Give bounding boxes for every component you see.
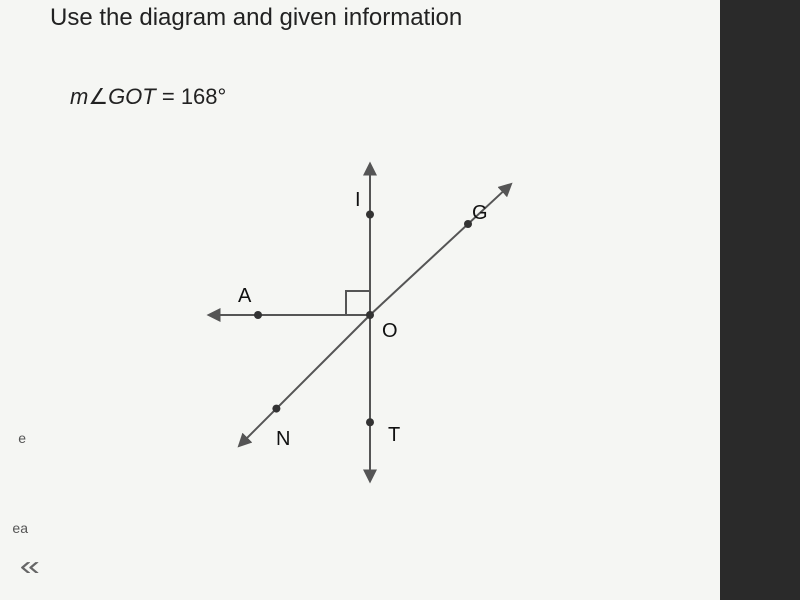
given-equation: m∠GOT = 168° [70, 84, 226, 110]
screen-root: e ea Use the diagram and given informati… [0, 0, 800, 600]
sidebar-cutoff: e ea [0, 0, 30, 600]
angle-name: GOT [108, 84, 156, 109]
point-label-T: T [388, 424, 400, 447]
point-label-I: I [355, 189, 361, 212]
question-prompt: Use the diagram and given information [50, 4, 462, 32]
geometry-diagram: O I G T N A [160, 140, 560, 500]
content-area: e ea Use the diagram and given informati… [0, 0, 720, 600]
given-equals: = [156, 84, 181, 109]
point-label-N: N [276, 428, 290, 451]
point-label-A: A [238, 285, 251, 308]
given-value: 168° [181, 84, 227, 109]
angle-symbol: ∠ [88, 84, 108, 109]
point-label-G: G [472, 202, 488, 225]
sidebar-frag-2: ea [12, 520, 28, 536]
collapse-chevron-icon[interactable]: « [20, 550, 40, 582]
given-m: m [70, 84, 88, 109]
right-dark-strip [720, 0, 800, 600]
sidebar-frag-1: e [18, 430, 26, 446]
point-label-O: O [382, 320, 398, 343]
